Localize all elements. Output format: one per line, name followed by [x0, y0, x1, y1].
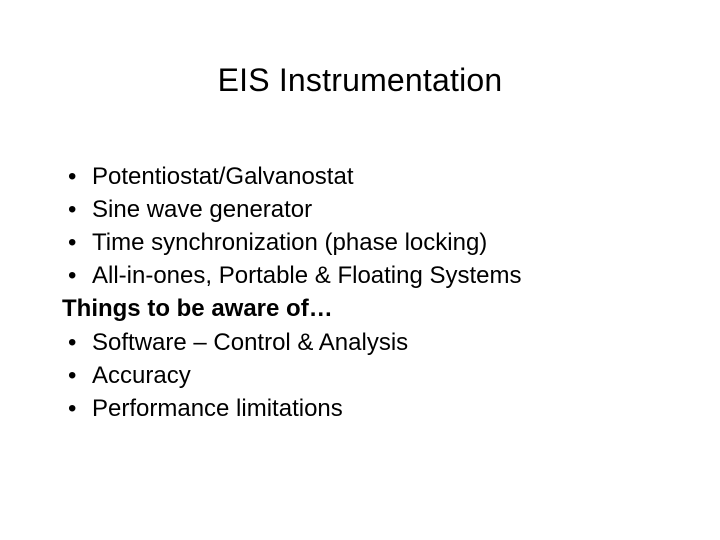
bullet-text: Accuracy [92, 359, 658, 392]
bullet-marker: • [62, 259, 92, 292]
bullet-marker: • [62, 326, 92, 359]
subheading: Things to be aware of… [62, 292, 658, 325]
slide-title: EIS Instrumentation [0, 62, 720, 99]
bullet-text: Time synchronization (phase locking) [92, 226, 658, 259]
bullet-item: • Time synchronization (phase locking) [62, 226, 658, 259]
bullet-marker: • [62, 193, 92, 226]
bullet-marker: • [62, 359, 92, 392]
bullet-item: • Software – Control & Analysis [62, 326, 658, 359]
slide: EIS Instrumentation • Potentiostat/Galva… [0, 0, 720, 540]
bullet-marker: • [62, 160, 92, 193]
bullet-text: Performance limitations [92, 392, 658, 425]
bullet-item: • Performance limitations [62, 392, 658, 425]
bullet-item: • All-in-ones, Portable & Floating Syste… [62, 259, 658, 292]
slide-body: • Potentiostat/Galvanostat • Sine wave g… [62, 160, 658, 425]
bullet-item: • Sine wave generator [62, 193, 658, 226]
bullet-marker: • [62, 392, 92, 425]
bullet-text: Potentiostat/Galvanostat [92, 160, 658, 193]
bullet-item: • Potentiostat/Galvanostat [62, 160, 658, 193]
bullet-text: Sine wave generator [92, 193, 658, 226]
bullet-item: • Accuracy [62, 359, 658, 392]
bullet-text: Software – Control & Analysis [92, 326, 658, 359]
bullet-text: All-in-ones, Portable & Floating Systems [92, 259, 658, 292]
bullet-marker: • [62, 226, 92, 259]
